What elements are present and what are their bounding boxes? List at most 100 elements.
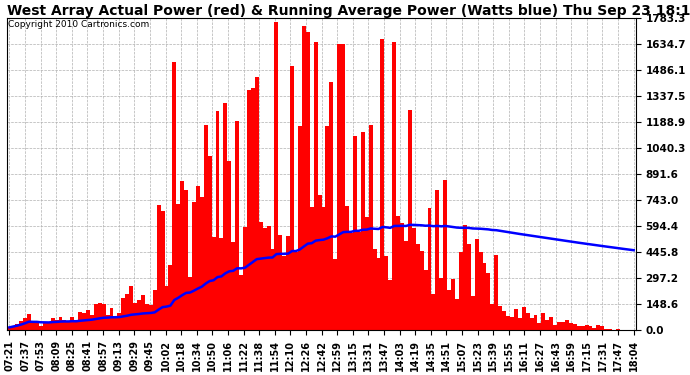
Bar: [215, 111, 219, 330]
Bar: [443, 180, 447, 330]
Bar: [589, 326, 593, 330]
Bar: [388, 280, 392, 330]
Bar: [538, 323, 542, 330]
Bar: [101, 304, 106, 330]
Bar: [608, 329, 612, 330]
Bar: [459, 252, 463, 330]
Bar: [486, 273, 491, 330]
Bar: [600, 326, 604, 330]
Bar: [510, 317, 514, 330]
Bar: [471, 296, 475, 330]
Bar: [266, 226, 270, 330]
Bar: [412, 228, 416, 330]
Bar: [278, 235, 282, 330]
Bar: [157, 205, 161, 330]
Bar: [557, 322, 561, 330]
Bar: [184, 190, 188, 330]
Bar: [581, 326, 584, 330]
Bar: [498, 306, 502, 330]
Bar: [282, 256, 286, 330]
Bar: [231, 242, 235, 330]
Bar: [35, 322, 39, 330]
Bar: [526, 314, 530, 330]
Bar: [530, 318, 533, 330]
Bar: [50, 318, 55, 330]
Bar: [329, 82, 333, 330]
Bar: [161, 211, 164, 330]
Bar: [416, 244, 420, 330]
Bar: [27, 314, 31, 330]
Bar: [435, 190, 440, 330]
Bar: [243, 227, 247, 330]
Bar: [298, 126, 302, 330]
Bar: [373, 249, 377, 330]
Bar: [440, 278, 443, 330]
Bar: [23, 318, 27, 330]
Bar: [518, 318, 522, 330]
Bar: [431, 294, 435, 330]
Bar: [310, 207, 314, 330]
Bar: [239, 275, 243, 330]
Bar: [196, 186, 200, 330]
Bar: [514, 309, 518, 330]
Bar: [152, 290, 157, 330]
Bar: [8, 327, 12, 330]
Bar: [113, 316, 117, 330]
Bar: [349, 233, 353, 330]
Bar: [475, 239, 479, 330]
Bar: [15, 324, 19, 330]
Bar: [596, 326, 600, 330]
Bar: [542, 314, 545, 330]
Bar: [208, 156, 212, 330]
Bar: [219, 238, 224, 330]
Bar: [55, 320, 59, 330]
Bar: [491, 304, 494, 330]
Bar: [396, 216, 400, 330]
Bar: [129, 285, 133, 330]
Bar: [593, 328, 596, 330]
Bar: [317, 195, 322, 330]
Bar: [59, 317, 63, 330]
Bar: [545, 320, 549, 330]
Bar: [188, 277, 192, 330]
Bar: [235, 121, 239, 330]
Bar: [180, 181, 184, 330]
Bar: [39, 326, 43, 330]
Bar: [12, 326, 15, 330]
Bar: [463, 225, 467, 330]
Bar: [94, 304, 98, 330]
Bar: [345, 207, 349, 330]
Bar: [141, 295, 145, 330]
Bar: [133, 303, 137, 330]
Bar: [86, 310, 90, 330]
Bar: [522, 307, 526, 330]
Bar: [326, 126, 329, 330]
Bar: [553, 324, 557, 330]
Bar: [247, 90, 251, 330]
Bar: [43, 323, 47, 330]
Bar: [368, 124, 373, 330]
Bar: [290, 66, 294, 330]
Bar: [110, 308, 113, 330]
Bar: [361, 132, 365, 330]
Bar: [380, 39, 384, 330]
Bar: [31, 323, 35, 330]
Bar: [494, 255, 498, 330]
Bar: [392, 42, 396, 330]
Bar: [506, 316, 510, 330]
Bar: [78, 312, 82, 330]
Bar: [341, 44, 345, 330]
Bar: [479, 252, 482, 330]
Bar: [270, 249, 275, 330]
Bar: [145, 304, 149, 330]
Bar: [337, 44, 341, 330]
Bar: [204, 125, 208, 330]
Bar: [47, 323, 50, 330]
Bar: [569, 323, 573, 330]
Bar: [357, 232, 361, 330]
Bar: [404, 241, 408, 330]
Bar: [98, 303, 101, 330]
Bar: [353, 135, 357, 330]
Bar: [227, 161, 231, 330]
Bar: [408, 110, 412, 330]
